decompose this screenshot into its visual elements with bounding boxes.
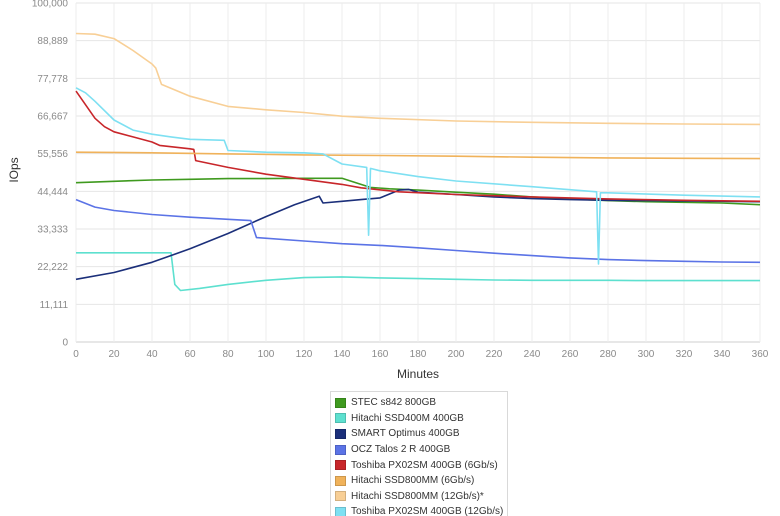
legend-swatch	[335, 413, 346, 424]
legend-item[interactable]: OCZ Talos 2 R 400GB	[335, 442, 503, 458]
y-tick-label: 0	[62, 338, 68, 349]
legend-swatch	[335, 460, 346, 471]
legend-swatch	[335, 491, 346, 502]
legend-label: SMART Optimus 400GB	[351, 428, 460, 440]
legend-label: STEC s842 800GB	[351, 397, 437, 409]
x-tick-label: 260	[562, 349, 579, 360]
y-tick-label: 11,111	[40, 300, 69, 311]
x-tick-label: 0	[73, 349, 79, 360]
x-tick-label: 180	[410, 349, 427, 360]
legend-item[interactable]: Hitachi SSD800MM (6Gb/s)	[335, 473, 503, 489]
x-axis-title: Minutes	[397, 367, 439, 381]
chart: 0 11,111 22,222 33,333 44,444 55,556 66,667 77,…	[7, 0, 769, 381]
series-line-0	[75, 177, 761, 206]
y-tick-label: 55,556	[37, 149, 68, 160]
x-tick-label: 360	[752, 349, 769, 360]
series-line-2	[75, 188, 761, 281]
y-axis-title: IOps	[7, 157, 21, 182]
grid	[75, 2, 761, 343]
x-tick-label: 140	[334, 349, 351, 360]
legend-label: OCZ Talos 2 R 400GB	[351, 444, 451, 456]
series-line-3	[75, 198, 761, 264]
y-tick-label: 66,667	[37, 112, 68, 123]
x-tick-label: 120	[296, 349, 313, 360]
x-tick-label: 80	[222, 349, 234, 360]
x-tick-label: 240	[524, 349, 541, 360]
series-line-5	[75, 151, 761, 160]
y-tick-label: 77,778	[37, 74, 68, 85]
series-line-1	[76, 252, 760, 292]
legend-swatch	[335, 444, 346, 455]
legend-label: Toshiba PX02SM 400GB (6Gb/s)	[351, 459, 498, 471]
y-tick-label: 100,000	[32, 0, 69, 10]
legend-label: Toshiba PX02SM 400GB (12Gb/s)	[351, 506, 504, 516]
y-tick-label: 22,222	[37, 262, 68, 273]
legend-swatch	[335, 397, 346, 408]
legend-label: Hitachi SSD800MM (6Gb/s)	[351, 475, 475, 487]
x-tick-label: 20	[108, 349, 120, 360]
series-line-4	[75, 90, 761, 203]
x-tick-label: 320	[676, 349, 693, 360]
series-line-6	[75, 32, 761, 126]
legend-item[interactable]: Hitachi SSD800MM (12Gb/s)*	[335, 489, 503, 505]
x-tick-label: 280	[600, 349, 617, 360]
x-tick-label: 100	[258, 349, 275, 360]
x-tick-label: 160	[372, 349, 389, 360]
x-tick-label: 300	[638, 349, 655, 360]
legend-item[interactable]: STEC s842 800GB	[335, 395, 503, 411]
series-lines	[75, 32, 761, 292]
legend-label: Hitachi SSD800MM (12Gb/s)*	[351, 490, 484, 502]
series-line-7	[75, 87, 761, 265]
legend-item[interactable]: Toshiba PX02SM 400GB (12Gb/s)	[335, 504, 503, 516]
x-tick-label: 340	[714, 349, 731, 360]
legend-swatch	[335, 475, 346, 486]
legend-label: Hitachi SSD400M 400GB	[351, 412, 464, 424]
x-tick-label: 200	[448, 349, 465, 360]
y-tick-label: 88,889	[37, 36, 68, 47]
legend: STEC s842 800GB Hitachi SSD400M 400GB SMAR…	[330, 391, 508, 516]
y-tick-label: 44,444	[37, 187, 68, 198]
legend-swatch	[335, 506, 346, 516]
y-tick-label: 33,333	[37, 225, 68, 236]
legend-item[interactable]: Hitachi SSD400M 400GB	[335, 411, 503, 427]
x-tick-label: 60	[184, 349, 196, 360]
legend-item[interactable]: SMART Optimus 400GB	[335, 426, 503, 442]
x-tick-label: 40	[146, 349, 158, 360]
tick-labels: 0 11,111 22,222 33,333 44,444 55,556 66,667 77,…	[32, 0, 769, 360]
x-tick-label: 220	[486, 349, 503, 360]
legend-swatch	[335, 428, 346, 439]
legend-item[interactable]: Toshiba PX02SM 400GB (6Gb/s)	[335, 457, 503, 473]
